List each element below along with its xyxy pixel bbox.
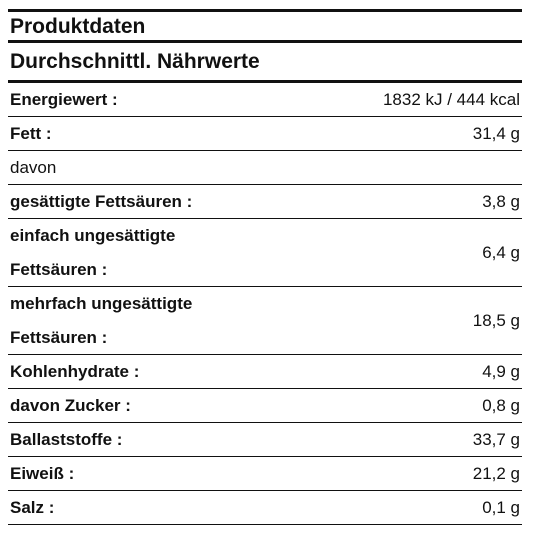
- row-value: 31,4 g: [472, 123, 520, 143]
- nutrition-table: Produktdaten Durchschnittl. Nährwerte En…: [8, 9, 522, 525]
- row-value: 18,5 g: [472, 310, 520, 330]
- row-energy: Energiewert : 1832 kJ / 444 kcal: [8, 83, 522, 117]
- row-label-line: Fettsäuren :: [10, 259, 108, 279]
- row-value: 0,8 g: [482, 395, 520, 415]
- row-protein: Eiweiß : 21,2 g: [8, 457, 522, 491]
- row-monounsaturated-fat: einfach ungesättigte Fettsäuren : 6,4 g: [8, 219, 522, 287]
- row-label-line: mehrfach ungesättigte: [10, 293, 193, 313]
- row-label: davon Zucker :: [10, 395, 131, 415]
- row-value: 21,2 g: [472, 463, 520, 483]
- row-value: 0,1 g: [482, 497, 520, 517]
- row-label: Ballaststoffe :: [10, 429, 123, 449]
- row-polyunsaturated-fat: mehrfach ungesättigte Fettsäuren : 18,5 …: [8, 287, 522, 355]
- row-carbohydrates: Kohlenhydrate : 4,9 g: [8, 355, 522, 389]
- row-salt: Salz : 0,1 g: [8, 491, 522, 525]
- row-label: Fett :: [10, 123, 52, 143]
- row-value: 33,7 g: [472, 429, 520, 449]
- row-label: davon: [10, 157, 57, 177]
- row-label-line: einfach ungesättigte: [10, 225, 176, 245]
- row-label: einfach ungesättigte Fettsäuren :: [10, 219, 175, 287]
- row-saturated-fat: gesättigte Fettsäuren : 3,8 g: [8, 185, 522, 219]
- row-value: 6,4 g: [482, 242, 520, 262]
- row-value: 1832 kJ / 444 kcal: [382, 89, 520, 109]
- row-label: Eiweiß :: [10, 463, 75, 483]
- row-fiber: Ballaststoffe : 33,7 g: [8, 423, 522, 457]
- row-label-line: Fettsäuren :: [10, 327, 108, 347]
- row-label: Energiewert :: [10, 89, 118, 109]
- row-label: gesättigte Fettsäuren :: [10, 191, 193, 211]
- nutrition-values-heading: Durchschnittl. Nährwerte: [8, 43, 522, 83]
- row-davon: davon: [8, 151, 522, 185]
- row-label: Kohlenhydrate :: [10, 361, 140, 381]
- product-data-title: Produktdaten: [8, 9, 522, 43]
- row-value: 4,9 g: [482, 361, 520, 381]
- row-fat: Fett : 31,4 g: [8, 117, 522, 151]
- row-sugar: davon Zucker : 0,8 g: [8, 389, 522, 423]
- row-label: mehrfach ungesättigte Fettsäuren :: [10, 287, 192, 355]
- row-label: Salz :: [10, 497, 55, 517]
- row-value: 3,8 g: [482, 191, 520, 211]
